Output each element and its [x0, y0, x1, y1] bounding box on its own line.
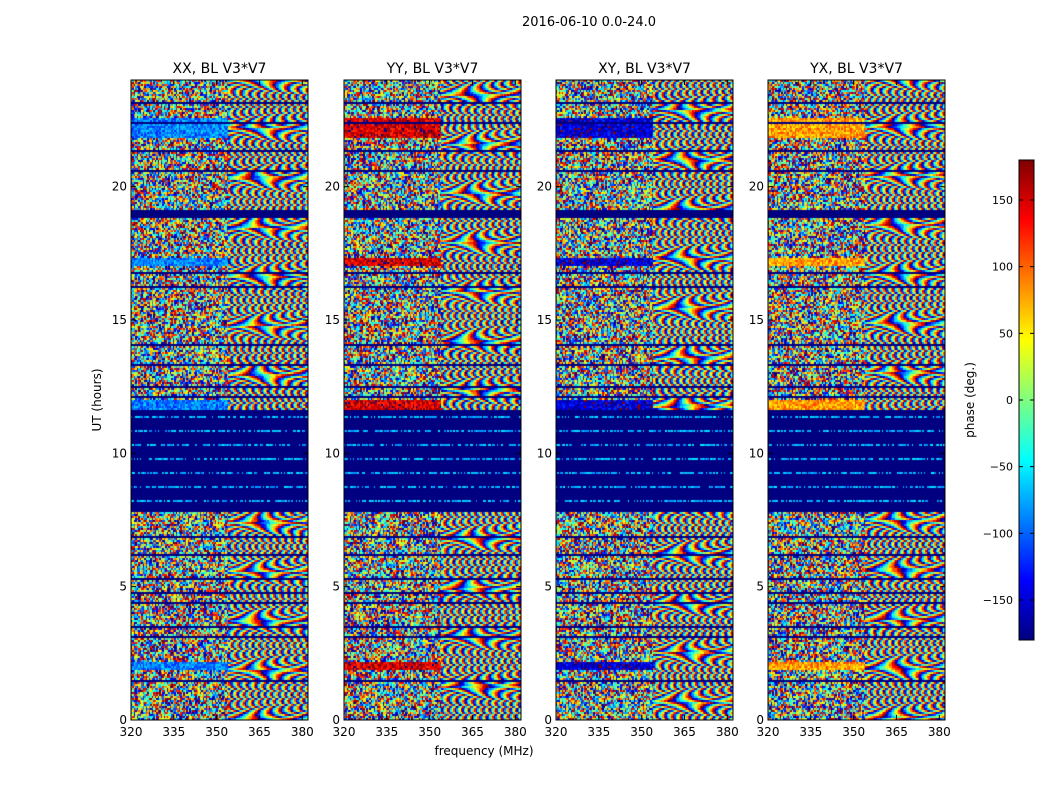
x-tick-label: 380	[716, 725, 739, 739]
y-tick-label: 10	[325, 446, 340, 460]
y-tick-label: 5	[119, 580, 127, 594]
x-tick-label: 365	[248, 725, 271, 739]
colorbar-tick-label: 0	[1006, 394, 1013, 407]
y-tick-label: 5	[332, 580, 340, 594]
panel-title: YY, BL V3*V7	[386, 61, 479, 77]
panel-heatmap	[768, 80, 945, 720]
x-axis-label: frequency (MHz)	[434, 744, 533, 758]
panel-frame	[343, 79, 522, 721]
colorbar: −150 −100 −50 0 50 100 150	[983, 159, 1035, 641]
y-tick-label: 10	[112, 446, 127, 460]
panel-title: YX, BL V3*V7	[809, 61, 903, 77]
x-tick-label: 320	[757, 725, 780, 739]
x-tick-label: 380	[928, 725, 951, 739]
colorbar-tick-label: 50	[999, 327, 1013, 340]
panel-3: XY, BL V3*V7 320 335 350 365 380 0 5 10 15 20	[537, 61, 739, 739]
panel-frame	[555, 79, 734, 721]
y-tick-label: 5	[756, 580, 764, 594]
y-tick-label: 15	[749, 313, 764, 327]
panel-title: XX, BL V3*V7	[173, 61, 267, 77]
y-tick-label: 0	[544, 713, 552, 727]
heatmap-canvas	[131, 80, 308, 720]
panel-frame	[130, 79, 309, 721]
panel-frame	[767, 79, 946, 721]
x-tick-label: 365	[673, 725, 696, 739]
figure-title: 2016-06-10 0.0-24.0	[522, 15, 656, 30]
x-tick-label: 335	[587, 725, 610, 739]
x-tick-label: 350	[418, 725, 441, 739]
colorbar-tick-label: −100	[983, 527, 1013, 540]
x-tick-label: 320	[120, 725, 143, 739]
y-tick-label: 0	[756, 713, 764, 727]
y-tick-label: 15	[325, 313, 340, 327]
colorbar-label: phase (deg.)	[963, 362, 977, 438]
x-tick-label: 320	[333, 725, 356, 739]
y-tick-label: 10	[749, 446, 764, 460]
y-tick-label: 0	[332, 713, 340, 727]
y-tick-label: 0	[119, 713, 127, 727]
panel-heatmap	[131, 80, 308, 720]
colorbar-tick-label: 100	[992, 261, 1013, 274]
colorbar-tick-label: 150	[992, 194, 1013, 207]
x-tick-label: 320	[545, 725, 568, 739]
panel-4: YX, BL V3*V7 320 335 350 365 380 0 5 10 15 20	[749, 61, 951, 739]
y-tick-label: 15	[112, 313, 127, 327]
y-tick-label: 20	[749, 180, 764, 194]
y-axis-label: UT (hours)	[90, 368, 104, 431]
x-tick-label: 365	[461, 725, 484, 739]
x-tick-label: 380	[291, 725, 314, 739]
x-tick-label: 335	[375, 725, 398, 739]
colorbar-tick-label: −50	[990, 461, 1013, 474]
y-tick-label: 20	[537, 180, 552, 194]
heatmap-canvas	[556, 80, 733, 720]
x-tick-label: 335	[162, 725, 185, 739]
y-tick-label: 10	[537, 446, 552, 460]
x-tick-label: 350	[205, 725, 228, 739]
colorbar-tick-label: −150	[983, 594, 1013, 607]
x-tick-label: 350	[842, 725, 865, 739]
y-tick-label: 15	[537, 313, 552, 327]
panel-heatmap	[556, 80, 733, 720]
panel-title: XY, BL V3*V7	[598, 61, 691, 77]
x-tick-label: 365	[885, 725, 908, 739]
panel-1: XX, BL V3*V7 320 335 350 365 380 0 5 10 15 20	[112, 61, 314, 739]
heatmap-canvas	[768, 80, 945, 720]
x-tick-label: 335	[799, 725, 822, 739]
y-tick-label: 20	[325, 180, 340, 194]
x-tick-label: 350	[630, 725, 653, 739]
y-tick-label: 20	[112, 180, 127, 194]
x-tick-label: 380	[504, 725, 527, 739]
panel-heatmap	[344, 80, 521, 720]
panel-2: YY, BL V3*V7 320 335 350 365 380 0 5 10 15 20	[325, 61, 527, 739]
heatmap-canvas	[344, 80, 521, 720]
y-tick-label: 5	[544, 580, 552, 594]
